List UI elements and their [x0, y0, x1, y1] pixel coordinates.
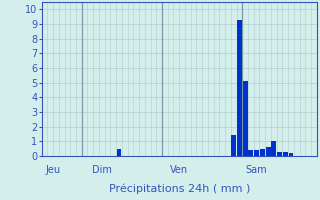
Bar	[116, 149, 121, 156]
Bar	[243, 81, 248, 156]
Bar	[231, 135, 236, 156]
Text: Jeu: Jeu	[45, 165, 60, 175]
Text: Ven: Ven	[170, 165, 188, 175]
Bar	[289, 153, 293, 156]
Text: Précipitations 24h ( mm ): Précipitations 24h ( mm )	[108, 184, 250, 194]
Bar	[260, 149, 265, 156]
Bar	[237, 20, 242, 156]
Bar	[266, 147, 270, 156]
Bar	[271, 141, 276, 156]
Bar	[254, 150, 259, 156]
Bar	[277, 152, 282, 156]
Bar	[248, 150, 253, 156]
Text: Dim: Dim	[92, 165, 112, 175]
Text: Sam: Sam	[245, 165, 267, 175]
Bar	[283, 152, 288, 156]
